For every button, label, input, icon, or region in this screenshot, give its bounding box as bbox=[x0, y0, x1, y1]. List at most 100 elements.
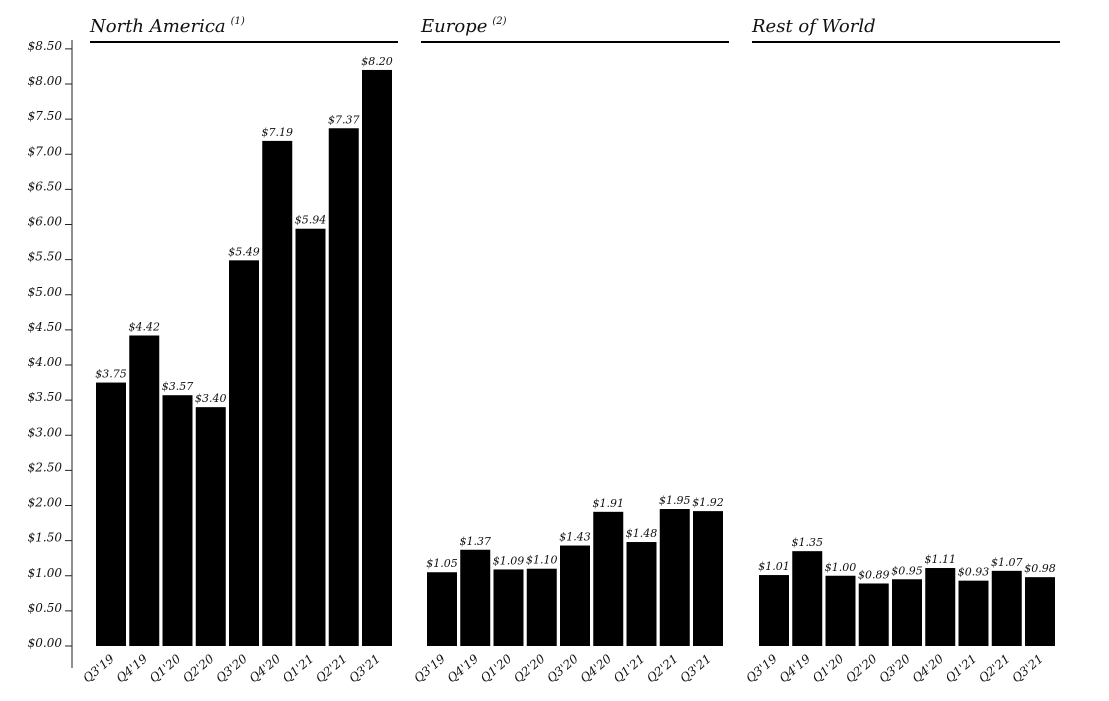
bar-value-label: $1.01 bbox=[758, 560, 790, 573]
y-tick-label: $6.50 bbox=[28, 179, 63, 193]
bar bbox=[659, 509, 690, 646]
y-tick-label: $2.50 bbox=[28, 460, 63, 474]
panel-title: North America (1) bbox=[89, 16, 245, 37]
y-tick-label: $3.00 bbox=[28, 425, 63, 439]
panel-title: Europe (2) bbox=[420, 16, 507, 37]
y-tick-label: $6.00 bbox=[28, 215, 63, 229]
x-tick-label: Q2'20 bbox=[511, 651, 548, 685]
bar bbox=[129, 335, 160, 646]
x-tick-label: Q4'19 bbox=[114, 651, 151, 685]
bar bbox=[1025, 577, 1055, 646]
x-tick-label: Q2'20 bbox=[843, 651, 880, 685]
x-tick-label: Q3'21 bbox=[1009, 652, 1046, 686]
bar bbox=[825, 575, 856, 646]
x-tick-label: Q1'21 bbox=[943, 652, 980, 686]
bar-value-label: $1.35 bbox=[792, 536, 824, 549]
x-tick-label: Q3'19 bbox=[411, 651, 448, 685]
bar bbox=[295, 228, 326, 646]
x-tick-label: Q2'21 bbox=[313, 652, 350, 686]
bar bbox=[229, 260, 259, 646]
x-tick-label: Q2'20 bbox=[180, 651, 217, 685]
bar bbox=[195, 407, 226, 646]
bar-value-label: $0.93 bbox=[958, 566, 990, 579]
y-tick-label: $5.50 bbox=[28, 250, 63, 264]
bar bbox=[593, 511, 624, 646]
y-tick-label: $8.50 bbox=[28, 39, 63, 53]
bar-value-label: $5.94 bbox=[295, 214, 327, 227]
x-tick-label: Q4'20 bbox=[247, 651, 284, 685]
bar bbox=[560, 545, 590, 646]
bar-value-label: $7.37 bbox=[328, 113, 360, 126]
bar-value-label: $3.75 bbox=[95, 368, 127, 381]
bar-value-label: $1.00 bbox=[825, 561, 857, 574]
x-tick-label: Q1'21 bbox=[611, 652, 648, 686]
x-tick-label: Q1'21 bbox=[280, 652, 317, 686]
bar bbox=[626, 542, 657, 646]
x-tick-label: Q3'19 bbox=[80, 651, 117, 685]
x-tick-label: Q1'20 bbox=[478, 651, 515, 685]
y-tick-label: $3.50 bbox=[28, 390, 63, 404]
y-tick-label: $8.00 bbox=[28, 74, 63, 88]
bar bbox=[858, 583, 889, 646]
x-tick-label: Q3'21 bbox=[346, 652, 383, 686]
bar-value-label: $1.07 bbox=[991, 556, 1023, 569]
x-tick-label: Q2'21 bbox=[976, 652, 1013, 686]
bar bbox=[958, 580, 989, 646]
bar-value-label: $7.19 bbox=[262, 126, 294, 139]
bar-value-label: $1.43 bbox=[559, 531, 591, 544]
bar-value-label: $0.89 bbox=[858, 568, 890, 581]
x-tick-label: Q3'20 bbox=[876, 651, 913, 685]
x-tick-label: Q4'20 bbox=[578, 651, 615, 685]
y-tick-label: $5.00 bbox=[28, 285, 63, 299]
x-tick-label: Q3'20 bbox=[544, 651, 581, 685]
y-tick-label: $2.00 bbox=[28, 496, 63, 510]
x-tick-label: Q3'21 bbox=[677, 652, 714, 686]
bar-value-label: $8.20 bbox=[361, 55, 393, 68]
y-tick-label: $1.50 bbox=[28, 531, 63, 545]
y-tick-label: $0.50 bbox=[28, 601, 63, 615]
x-tick-label: Q3'19 bbox=[743, 651, 780, 685]
bar-value-label: $5.49 bbox=[228, 245, 260, 258]
bar-value-label: $1.91 bbox=[593, 497, 625, 510]
bar bbox=[328, 128, 359, 646]
panel-footnote: (1) bbox=[231, 16, 245, 27]
bar bbox=[362, 69, 392, 646]
bar-value-label: $1.48 bbox=[626, 527, 658, 540]
bar-value-label: $1.37 bbox=[460, 535, 492, 548]
x-tick-label: Q2'21 bbox=[644, 652, 681, 686]
bar bbox=[792, 551, 823, 646]
bar bbox=[925, 568, 956, 646]
x-tick-label: Q3'20 bbox=[213, 651, 250, 685]
panel-footnote: (2) bbox=[492, 16, 506, 27]
bar-value-label: $3.57 bbox=[162, 380, 194, 393]
y-tick-label: $4.50 bbox=[28, 320, 63, 334]
bar bbox=[493, 569, 524, 646]
bar bbox=[162, 395, 193, 646]
y-tick-label: $1.00 bbox=[28, 566, 63, 580]
panel-title: Rest of World bbox=[751, 16, 876, 37]
bar bbox=[427, 572, 457, 646]
bar-value-label: $3.40 bbox=[195, 392, 227, 405]
bar-value-label: $1.92 bbox=[692, 496, 724, 509]
bar bbox=[892, 579, 922, 646]
x-tick-label: Q4'19 bbox=[445, 651, 482, 685]
bar-value-label: $1.09 bbox=[493, 554, 525, 567]
y-tick-label: $7.50 bbox=[28, 109, 63, 123]
y-tick-label: $0.00 bbox=[28, 636, 63, 650]
bar-value-label: $1.05 bbox=[426, 557, 458, 570]
bar-value-label: $1.10 bbox=[526, 554, 558, 567]
x-tick-label: Q4'19 bbox=[777, 651, 814, 685]
bar-value-label: $4.42 bbox=[129, 320, 161, 333]
bar bbox=[759, 575, 789, 646]
bar-value-label: $0.98 bbox=[1024, 562, 1056, 575]
bar bbox=[693, 511, 723, 646]
y-tick-label: $7.00 bbox=[28, 144, 63, 158]
bar bbox=[460, 549, 491, 646]
bar bbox=[991, 570, 1022, 646]
x-tick-label: Q1'20 bbox=[147, 651, 184, 685]
x-tick-label: Q1'20 bbox=[810, 651, 847, 685]
bar bbox=[262, 140, 293, 646]
x-tick-label: Q4'20 bbox=[910, 651, 947, 685]
bar bbox=[526, 568, 557, 646]
